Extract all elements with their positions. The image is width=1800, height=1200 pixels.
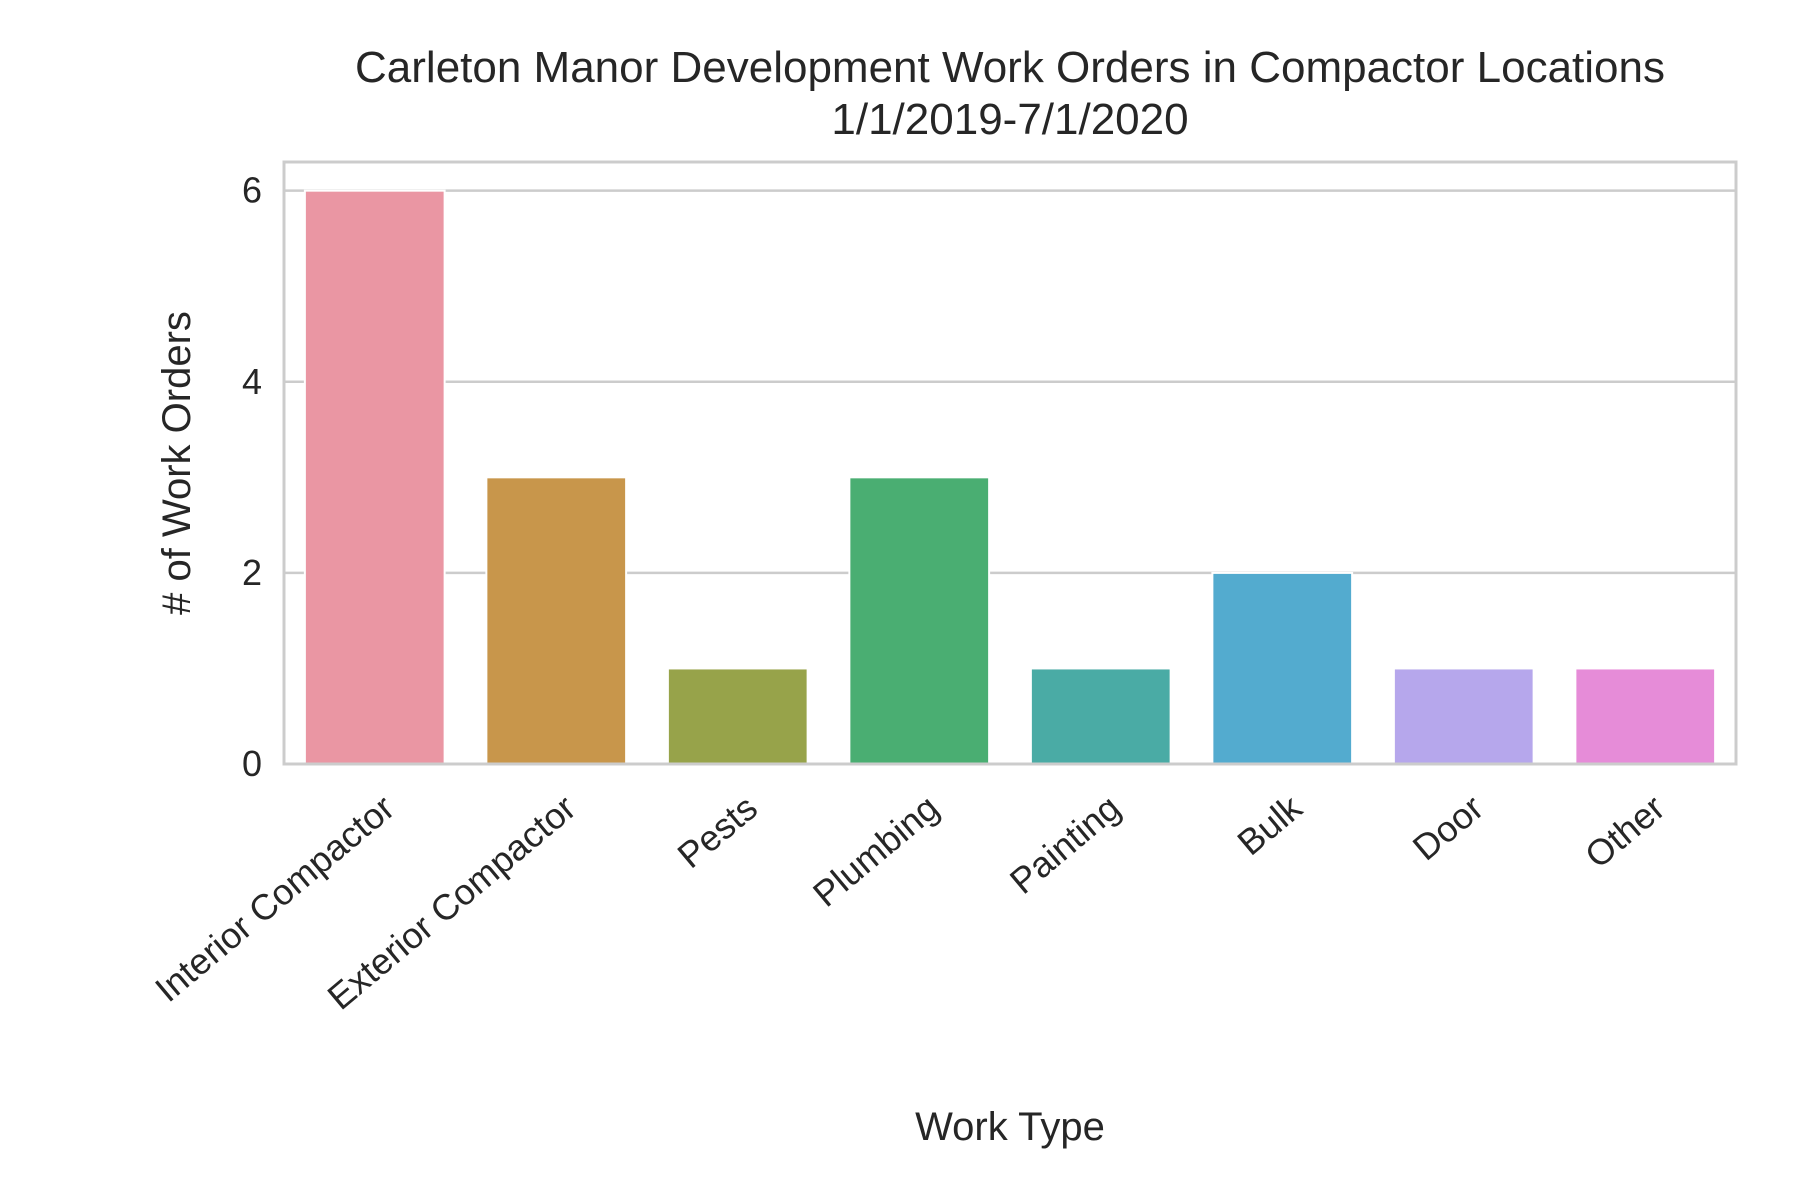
chart-subtitle: 1/1/2019-7/1/2020 [831,95,1188,144]
y-tick-label: 6 [242,170,262,211]
x-tick-label: Painting [1002,787,1128,902]
y-tick-label: 0 [242,743,262,784]
bar-interior-compactor [303,189,446,765]
y-tick-labels: 0 2 4 6 [242,170,262,784]
bar-bulk [1211,571,1354,766]
y-axis-label: # of Work Orders [155,311,199,615]
y-tick-label: 4 [242,361,262,402]
y-tick-label: 2 [242,552,262,593]
bar-door [1392,667,1535,766]
x-tick-label: Door [1405,787,1491,869]
bars [303,189,1717,766]
x-tick-label: Bulk [1229,786,1310,863]
bar-painting [1029,667,1172,766]
x-tick-label: Other [1577,787,1672,876]
x-tick-label: Pests [670,787,765,876]
x-tick-label: Plumbing [805,787,946,915]
bar-plumbing [848,476,991,765]
bar-other [1574,667,1717,766]
plot-frame [282,160,1738,766]
bar-exterior-compactor [485,476,628,765]
chart-title: Carleton Manor Development Work Orders i… [355,43,1665,92]
x-axis-label: Work Type [915,1105,1105,1149]
bar-pests [666,667,809,766]
